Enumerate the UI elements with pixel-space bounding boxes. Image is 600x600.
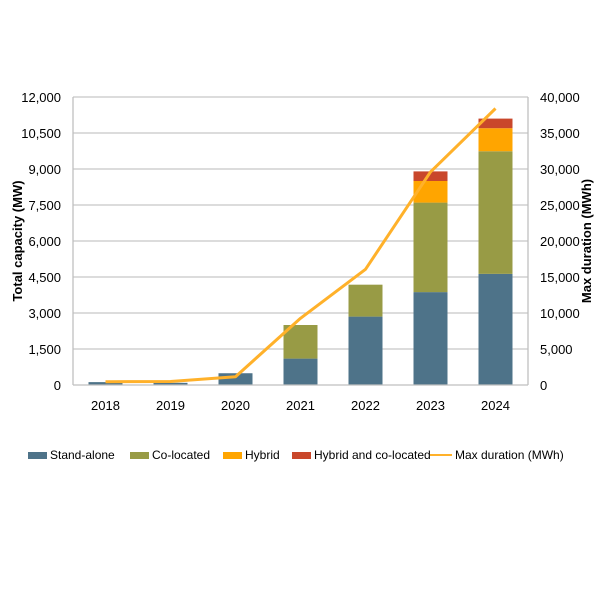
x-tick-label: 2021 bbox=[286, 398, 315, 413]
axes bbox=[72, 97, 529, 386]
legend-swatch bbox=[28, 451, 47, 459]
y-tick-label: 9,000 bbox=[28, 162, 61, 177]
y2-tick-label: 30,000 bbox=[540, 162, 580, 177]
y2-tick-label: 40,000 bbox=[540, 90, 580, 105]
y2-tick-label: 35,000 bbox=[540, 126, 580, 141]
legend-swatch bbox=[430, 454, 452, 456]
y2-tick-label: 15,000 bbox=[540, 270, 580, 285]
gridlines bbox=[73, 96, 528, 350]
legend-label: Stand-alone bbox=[50, 448, 115, 462]
legend-item-hybrid-and-co-located: Hybrid and co-located bbox=[292, 448, 431, 462]
y2-tick-label: 5,000 bbox=[540, 342, 573, 357]
legend-swatch bbox=[223, 451, 242, 459]
line-series bbox=[105, 107, 497, 384]
legend-swatch bbox=[130, 451, 149, 459]
bar-co-located-2021 bbox=[283, 325, 318, 359]
y-tick-label: 12,000 bbox=[21, 90, 61, 105]
bars bbox=[88, 118, 513, 385]
x-tick-label: 2024 bbox=[481, 398, 510, 413]
bar-hybrid-and-co-located-2023 bbox=[413, 171, 448, 181]
bar-hybrid-2024 bbox=[478, 128, 513, 152]
legend-item-hybrid: Hybrid bbox=[223, 448, 280, 462]
y2-axis-ticks: 0 5,000 10,000 15,000 20,000 25,000 30,000 35,0… bbox=[540, 90, 580, 393]
y2-tick-label: 20,000 bbox=[540, 234, 580, 249]
y-tick-label: 1,500 bbox=[28, 342, 61, 357]
y2-tick-label: 10,000 bbox=[540, 306, 580, 321]
y-tick-label: 6,000 bbox=[28, 234, 61, 249]
legend-swatch bbox=[292, 451, 311, 459]
y-tick-label: 3,000 bbox=[28, 306, 61, 321]
y2-tick-label: 25,000 bbox=[540, 198, 580, 213]
bar-stand-alone-2023 bbox=[413, 292, 448, 385]
y-axis-ticks: 0 1,500 3,000 4,500 6,000 7,500 9,000 10,500 12,… bbox=[21, 90, 61, 393]
y-axis-title: Total capacity (MW) bbox=[10, 180, 25, 301]
bar-stand-alone-2019 bbox=[153, 382, 188, 385]
legend-label: Hybrid and co-located bbox=[314, 448, 431, 462]
legend-label: Hybrid bbox=[245, 448, 280, 462]
legend-label: Co-located bbox=[152, 448, 211, 462]
x-tick-label: 2018 bbox=[91, 398, 120, 413]
legend-item-max-duration-mwh: Max duration (MWh) bbox=[430, 448, 564, 462]
x-tick-label: 2019 bbox=[156, 398, 185, 413]
x-tick-label: 2023 bbox=[416, 398, 445, 413]
legend-item-stand-alone: Stand-alone bbox=[28, 448, 115, 462]
bar-co-located-2022 bbox=[348, 284, 383, 317]
bar-co-located-2023 bbox=[413, 202, 448, 293]
x-tick-label: 2022 bbox=[351, 398, 380, 413]
y2-axis-title: Max duration (MWh) bbox=[579, 179, 594, 303]
y2-tick-label: 0 bbox=[540, 378, 547, 393]
x-tick-label: 2020 bbox=[221, 398, 250, 413]
y-tick-label: 4,500 bbox=[28, 270, 61, 285]
x-axis-ticks: 2018 2019 2020 2021 2022 2023 2024 bbox=[91, 398, 510, 413]
legend: Stand-alone Co-located Hybrid Hybrid and co… bbox=[0, 448, 600, 468]
bar-stand-alone-2022 bbox=[348, 316, 383, 385]
bar-hybrid-and-co-located-2024 bbox=[478, 118, 513, 129]
bar-co-located-2024 bbox=[478, 151, 513, 274]
bar-stand-alone-2018 bbox=[88, 382, 123, 385]
y-tick-label: 0 bbox=[54, 378, 61, 393]
legend-item-co-located: Co-located bbox=[130, 448, 210, 462]
bar-stand-alone-2020 bbox=[218, 373, 253, 385]
y-tick-label: 10,500 bbox=[21, 126, 61, 141]
bar-stand-alone-2024 bbox=[478, 273, 513, 385]
bar-stand-alone-2021 bbox=[283, 358, 318, 385]
y-tick-label: 7,500 bbox=[28, 198, 61, 213]
legend-label: Max duration (MWh) bbox=[455, 448, 564, 462]
